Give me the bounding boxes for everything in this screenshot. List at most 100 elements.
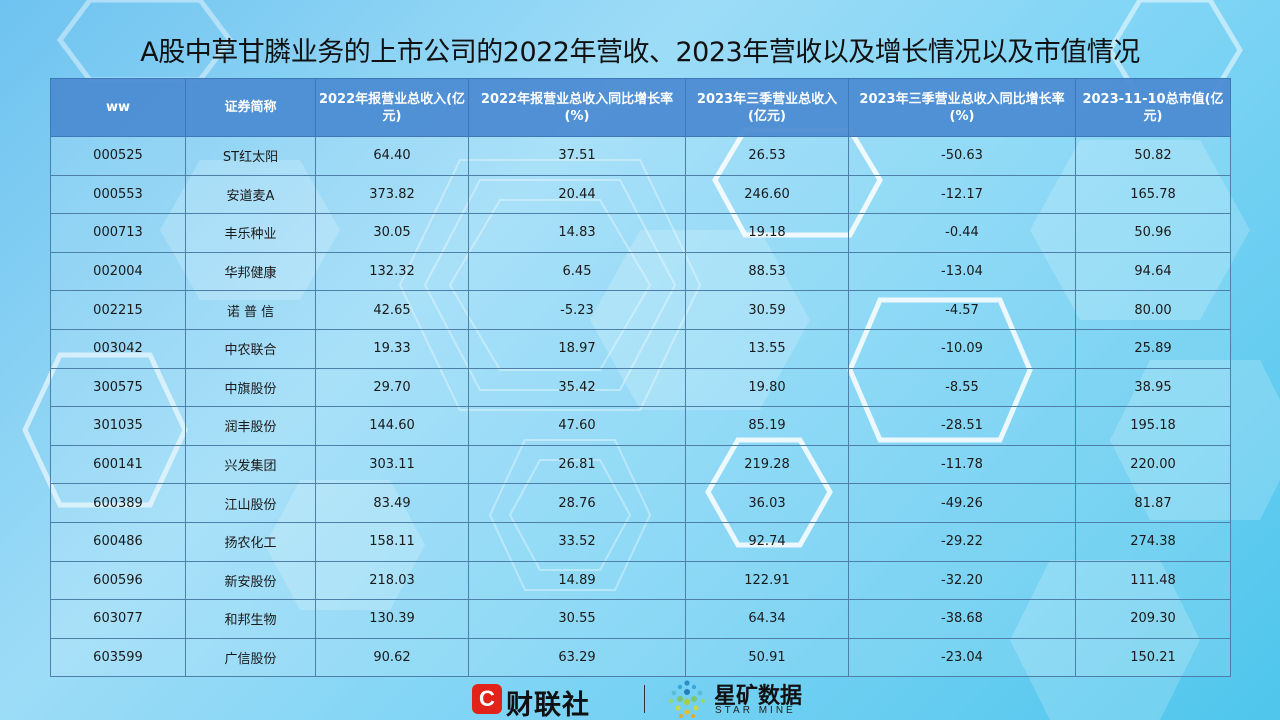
cell-growth-2023q3: -28.51 bbox=[848, 406, 1076, 446]
table-row: 000553 安道麦A 373.82 20.44 246.60 -12.17 165.78 bbox=[50, 174, 1231, 215]
cell-code: 000553 bbox=[50, 174, 186, 215]
table-row: 003042 中农联合 19.33 18.97 13.55 -10.09 25.89 bbox=[50, 328, 1231, 369]
cell-code: 600486 bbox=[50, 521, 186, 562]
cell-growth-2023q3: -32.20 bbox=[848, 560, 1076, 601]
cell-code: 000713 bbox=[50, 213, 186, 253]
cell-code: 600141 bbox=[50, 444, 186, 485]
cell-growth-2023q3: -4.57 bbox=[848, 290, 1076, 330]
star-mine-logo: 星矿数据 STAR MINE bbox=[666, 678, 816, 720]
table-header-row: ww 证券简称 2022年报营业总收入(亿元) 2022年报营业总收入同比增长率… bbox=[50, 78, 1231, 137]
header-growth-2022: 2022年报营业总收入同比增长率(%) bbox=[468, 78, 686, 137]
cell-market-cap: 220.00 bbox=[1075, 444, 1231, 485]
cell-growth-2022: 63.29 bbox=[468, 637, 686, 678]
cell-revenue-2023q3: 88.53 bbox=[685, 251, 849, 292]
cell-growth-2023q3: -13.04 bbox=[848, 251, 1076, 292]
header-growth-2023q3: 2023年三季营业总收入同比增长率(%) bbox=[848, 78, 1076, 137]
cell-growth-2022: 26.81 bbox=[468, 444, 686, 485]
table-row: 600486 扬农化工 158.11 33.52 92.74 -29.22 274.38 bbox=[50, 521, 1231, 562]
cell-name: ST红太阳 bbox=[185, 136, 316, 176]
cell-revenue-2022: 64.40 bbox=[315, 136, 469, 176]
table-row: 600596 新安股份 218.03 14.89 122.91 -32.20 111.48 bbox=[50, 560, 1231, 601]
cell-revenue-2022: 29.70 bbox=[315, 367, 469, 408]
cell-growth-2023q3: -8.55 bbox=[848, 367, 1076, 408]
cell-growth-2023q3: -23.04 bbox=[848, 637, 1076, 678]
cell-name: 润丰股份 bbox=[185, 406, 316, 446]
table-row: 300575 中旗股份 29.70 35.42 19.80 -8.55 38.95 bbox=[50, 367, 1231, 408]
cell-growth-2022: 14.83 bbox=[468, 213, 686, 253]
table-row: 603599 广信股份 90.62 63.29 50.91 -23.04 150.21 bbox=[50, 637, 1231, 678]
cell-market-cap: 111.48 bbox=[1075, 560, 1231, 601]
cell-growth-2022: 20.44 bbox=[468, 174, 686, 215]
cell-market-cap: 274.38 bbox=[1075, 521, 1231, 562]
cell-name: 安道麦A bbox=[185, 174, 316, 215]
cell-name: 和邦生物 bbox=[185, 599, 316, 639]
cell-revenue-2023q3: 19.18 bbox=[685, 213, 849, 253]
cell-growth-2023q3: -38.68 bbox=[848, 599, 1076, 639]
cell-revenue-2023q3: 64.34 bbox=[685, 599, 849, 639]
cell-market-cap: 94.64 bbox=[1075, 251, 1231, 292]
cell-name: 诺 普 信 bbox=[185, 290, 316, 330]
cell-revenue-2023q3: 92.74 bbox=[685, 521, 849, 562]
cell-revenue-2023q3: 19.80 bbox=[685, 367, 849, 408]
table-row: 603077 和邦生物 130.39 30.55 64.34 -38.68 209.30 bbox=[50, 599, 1231, 639]
cell-name: 华邦健康 bbox=[185, 251, 316, 292]
cell-growth-2022: 35.42 bbox=[468, 367, 686, 408]
cell-revenue-2023q3: 36.03 bbox=[685, 483, 849, 523]
cell-market-cap: 50.96 bbox=[1075, 213, 1231, 253]
cell-growth-2022: 37.51 bbox=[468, 136, 686, 176]
cell-name: 丰乐种业 bbox=[185, 213, 316, 253]
header-name: 证券简称 bbox=[185, 78, 316, 137]
cell-growth-2022: 14.89 bbox=[468, 560, 686, 601]
table-row: 600389 江山股份 83.49 28.76 36.03 -49.26 81.87 bbox=[50, 483, 1231, 523]
star-mine-dots-icon bbox=[669, 680, 705, 718]
table-row: 002004 华邦健康 132.32 6.45 88.53 -13.04 94.64 bbox=[50, 251, 1231, 292]
table-row: 000713 丰乐种业 30.05 14.83 19.18 -0.44 50.96 bbox=[50, 213, 1231, 253]
cell-revenue-2023q3: 122.91 bbox=[685, 560, 849, 601]
cell-market-cap: 38.95 bbox=[1075, 367, 1231, 408]
cell-growth-2023q3: -12.17 bbox=[848, 174, 1076, 215]
cell-growth-2022: 33.52 bbox=[468, 521, 686, 562]
cell-revenue-2022: 218.03 bbox=[315, 560, 469, 601]
cell-growth-2023q3: -29.22 bbox=[848, 521, 1076, 562]
header-revenue-2023q3: 2023年三季营业总收入(亿元) bbox=[685, 78, 849, 137]
cailianshe-logo: C 财联社 bbox=[472, 682, 624, 720]
cell-revenue-2022: 30.05 bbox=[315, 213, 469, 253]
cell-code: 600389 bbox=[50, 483, 186, 523]
cell-revenue-2022: 90.62 bbox=[315, 637, 469, 678]
star-mine-text-en: STAR MINE bbox=[715, 705, 796, 716]
cell-revenue-2023q3: 85.19 bbox=[685, 406, 849, 446]
cell-revenue-2022: 132.32 bbox=[315, 251, 469, 292]
cell-revenue-2022: 130.39 bbox=[315, 599, 469, 639]
cailianshe-logo-text: 财联社 bbox=[506, 690, 590, 720]
cell-revenue-2023q3: 246.60 bbox=[685, 174, 849, 215]
cell-code: 000525 bbox=[50, 136, 186, 176]
cell-code: 301035 bbox=[50, 406, 186, 446]
cell-code: 002215 bbox=[50, 290, 186, 330]
cell-name: 新安股份 bbox=[185, 560, 316, 601]
cell-growth-2023q3: -11.78 bbox=[848, 444, 1076, 485]
cailianshe-badge-icon: C bbox=[472, 684, 502, 714]
cell-growth-2022: 28.76 bbox=[468, 483, 686, 523]
footer-divider bbox=[644, 685, 645, 713]
cell-revenue-2022: 19.33 bbox=[315, 328, 469, 369]
table-row: 000525 ST红太阳 64.40 37.51 26.53 -50.63 50.82 bbox=[50, 136, 1231, 176]
cell-growth-2023q3: -49.26 bbox=[848, 483, 1076, 523]
cell-code: 600596 bbox=[50, 560, 186, 601]
cell-name: 扬农化工 bbox=[185, 521, 316, 562]
table-row: 301035 润丰股份 144.60 47.60 85.19 -28.51 195.18 bbox=[50, 406, 1231, 446]
cell-revenue-2023q3: 13.55 bbox=[685, 328, 849, 369]
cell-market-cap: 165.78 bbox=[1075, 174, 1231, 215]
cell-market-cap: 209.30 bbox=[1075, 599, 1231, 639]
cell-code: 002004 bbox=[50, 251, 186, 292]
cell-market-cap: 150.21 bbox=[1075, 637, 1231, 678]
table-row: 002215 诺 普 信 42.65 -5.23 30.59 -4.57 80.00 bbox=[50, 290, 1231, 330]
cell-name: 江山股份 bbox=[185, 483, 316, 523]
cell-name: 兴发集团 bbox=[185, 444, 316, 485]
cell-growth-2022: 6.45 bbox=[468, 251, 686, 292]
cell-growth-2022: 30.55 bbox=[468, 599, 686, 639]
cell-growth-2023q3: -50.63 bbox=[848, 136, 1076, 176]
table-body: 000525 ST红太阳 64.40 37.51 26.53 -50.63 50.82 000… bbox=[50, 136, 1231, 678]
cell-revenue-2023q3: 50.91 bbox=[685, 637, 849, 678]
cell-revenue-2022: 373.82 bbox=[315, 174, 469, 215]
cell-code: 603599 bbox=[50, 637, 186, 678]
